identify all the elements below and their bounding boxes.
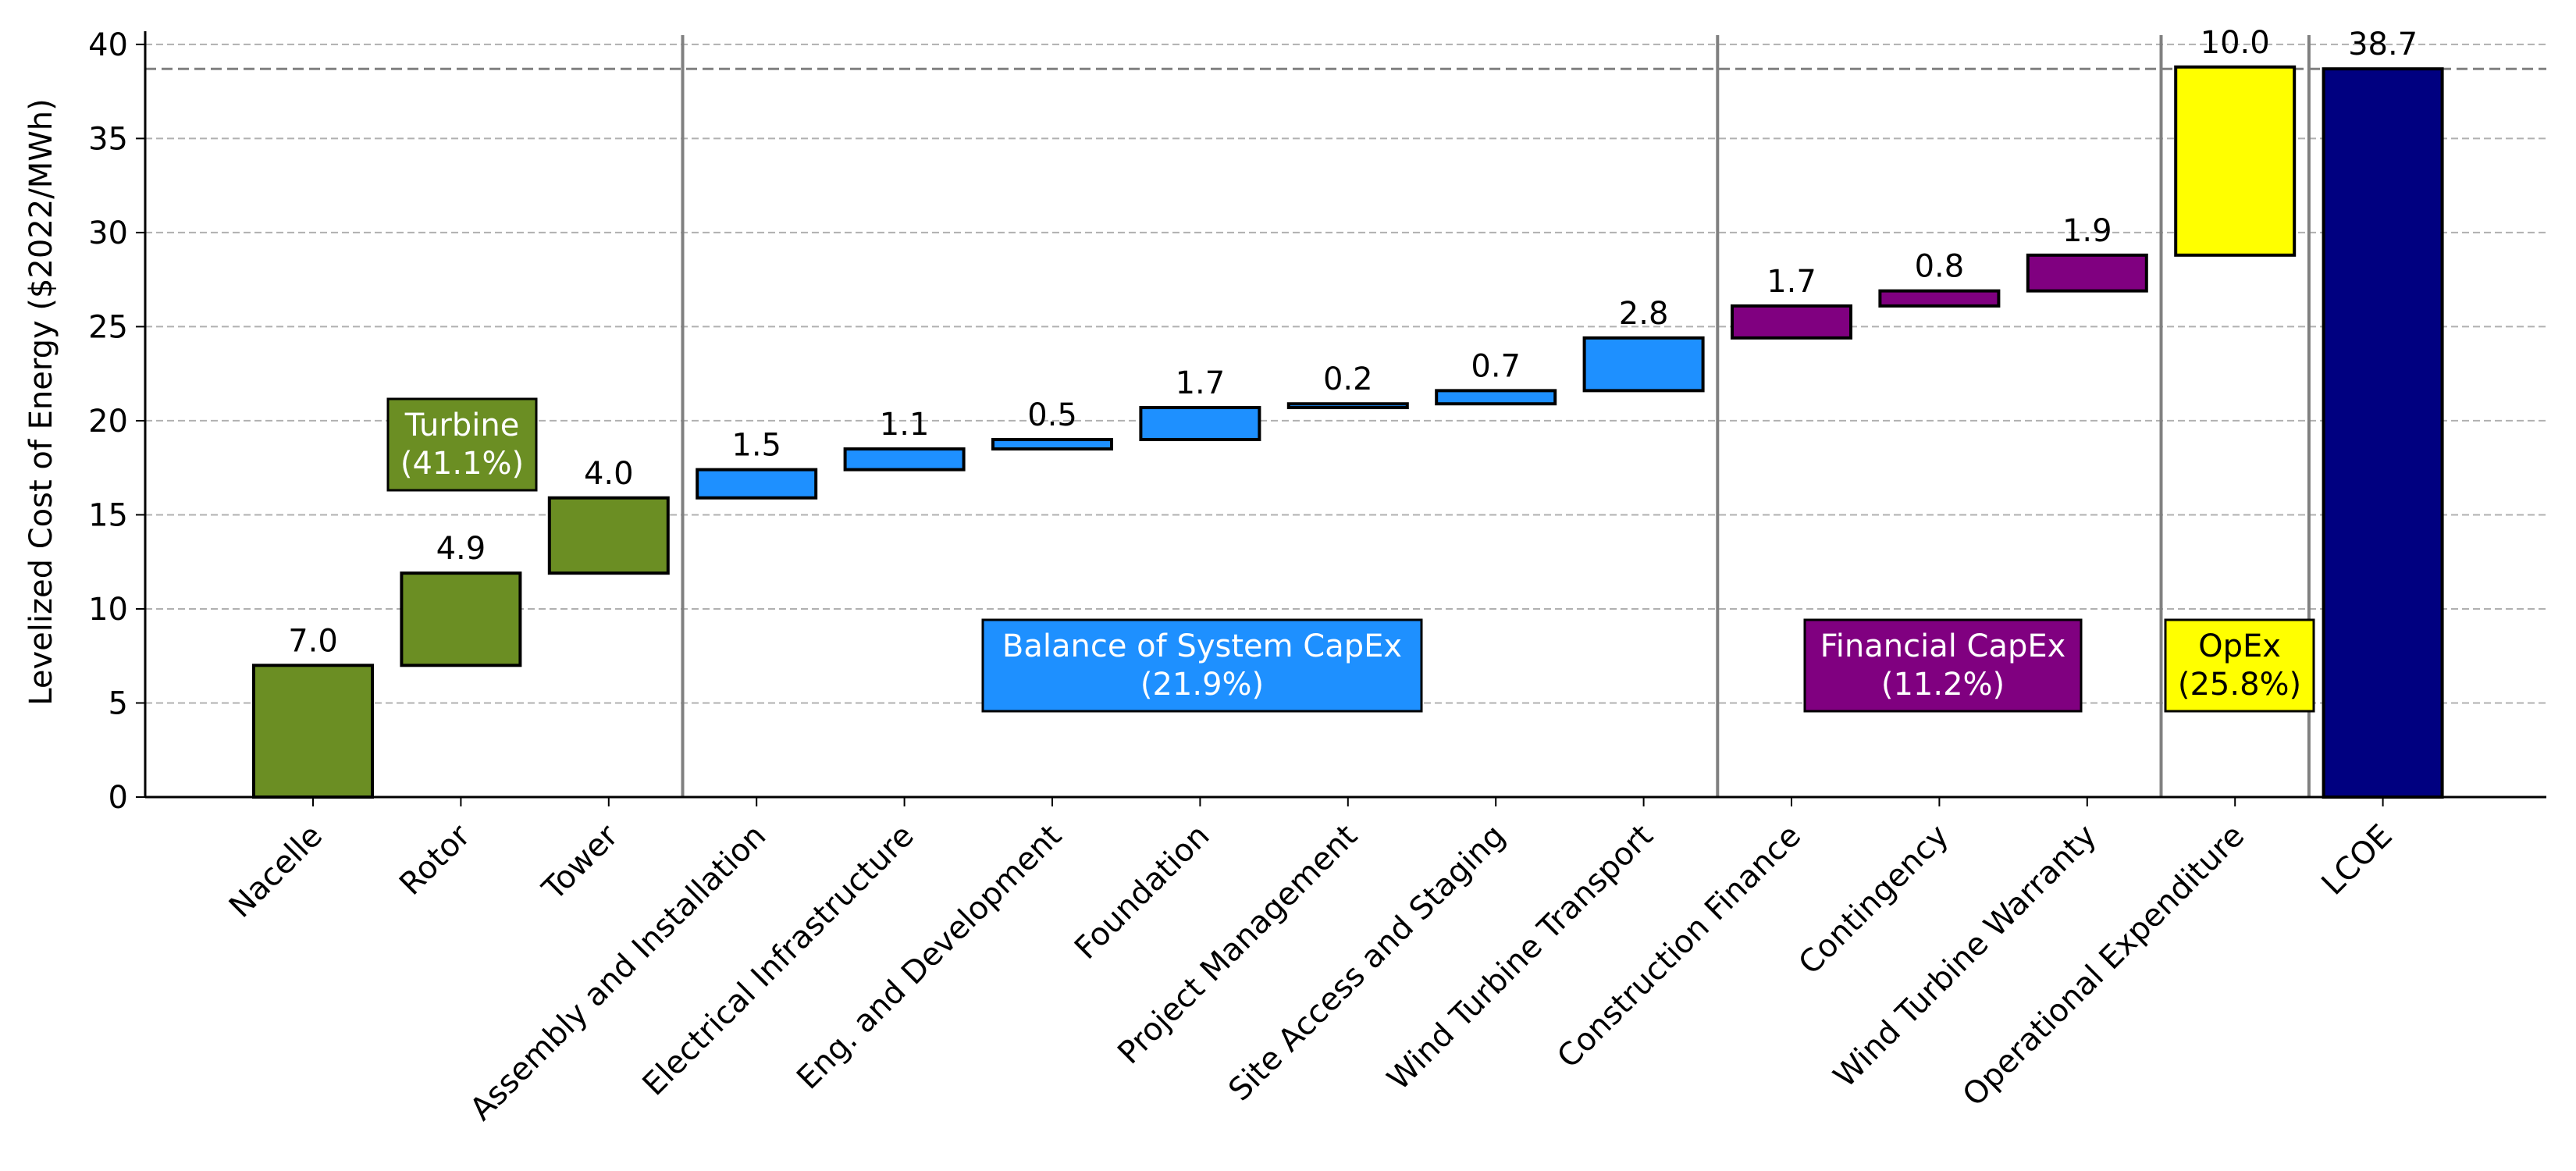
group-label-box [981, 618, 1423, 713]
bar [991, 438, 1113, 451]
x-tick-label: Wind Turbine Warranty [1827, 818, 2104, 1095]
x-tick-label: Rotor [393, 817, 478, 902]
x-tick-label: LCOE [2314, 818, 2399, 902]
data-label: 0.8 [1915, 249, 1965, 285]
data-labels: 7.0 4.9 4.0 1.5 1.1 0.5 1.7 0.2 0.7 2.8 1.7 0.8 1.9 1… [288, 25, 2418, 659]
group-label-box [1803, 618, 2083, 713]
x-tick-label: Project Management [1111, 818, 1364, 1072]
y-tick-label: 40 [88, 27, 128, 63]
group-label-box [386, 397, 538, 492]
group-label-box [2164, 618, 2315, 713]
x-tick-label: Nacelle [222, 818, 329, 925]
data-label: 0.5 [1027, 397, 1077, 433]
bar [1286, 402, 1409, 410]
group-label-name: Balance of System CapEx [1002, 628, 1402, 664]
group-label-share: (25.8%) [2178, 667, 2301, 703]
y-tick-label: 35 [88, 121, 128, 157]
group-label-name: Turbine [404, 408, 520, 443]
data-label: 4.0 [584, 456, 634, 492]
data-label: 2.8 [1619, 296, 1669, 332]
y-tick-label: 10 [88, 592, 128, 628]
bar [547, 496, 670, 575]
x-tick-label: Construction Finance [1550, 818, 1808, 1076]
group-label-name: Financial CapEx [1820, 628, 2066, 664]
data-label: 1.7 [1767, 264, 1816, 300]
x-tick-label: Contingency [1792, 818, 1956, 982]
group-label-share: (21.9%) [1140, 667, 1264, 703]
x-tick-label: Wind Turbine Transport [1381, 818, 1660, 1098]
group-label-share: (11.2%) [1881, 667, 2005, 703]
gridlines [145, 43, 2546, 798]
bar [1139, 406, 1261, 442]
y-tick-label: 15 [88, 497, 128, 533]
data-label: 4.9 [436, 531, 486, 567]
data-label: 1.5 [731, 428, 781, 464]
bar [1435, 389, 1557, 406]
bar [252, 664, 374, 799]
group-label-name: OpEx [2198, 628, 2281, 664]
y-axis-label: Levelized Cost of Energy ($2022/MWh) [23, 98, 59, 705]
x-tick-label: Tower [535, 817, 626, 908]
bar [1878, 289, 2001, 308]
bar [1582, 336, 1705, 393]
data-label: 1.7 [1176, 365, 1226, 401]
group-label-share: (41.1%) [400, 446, 524, 482]
data-label: 10.0 [2201, 25, 2270, 61]
x-tick-label: Electrical Infrastructure [636, 818, 921, 1103]
bar [2174, 65, 2297, 257]
data-label: 38.7 [2348, 27, 2418, 62]
y-tick-label: 5 [109, 685, 128, 721]
bar [843, 447, 966, 472]
bar [2322, 67, 2444, 799]
data-label: 0.7 [1471, 348, 1521, 384]
y-tick-label: 0 [109, 780, 128, 816]
x-tick-label: Operational Expenditure [1956, 818, 2252, 1114]
y-tick-label: 25 [88, 309, 128, 345]
bar [400, 571, 522, 667]
bar [696, 468, 818, 500]
x-tick-label: Assembly and Installation [464, 818, 774, 1128]
data-label: 7.0 [288, 623, 338, 659]
y-tick-label: 20 [88, 404, 128, 440]
x-tick-label: Site Access and Staging [1222, 818, 1512, 1109]
y-axis: 0 5 10 15 20 25 30 35 40 [88, 27, 147, 816]
bar [2026, 253, 2148, 293]
data-label: 1.1 [880, 407, 930, 443]
x-tick-label: Foundation [1068, 818, 1216, 966]
data-label: 0.2 [1323, 361, 1373, 397]
x-tick-label: Eng. and Development [790, 818, 1069, 1097]
bars [252, 65, 2444, 799]
bar [1731, 304, 1852, 340]
data-label: 1.9 [2062, 213, 2112, 249]
y-tick-label: 30 [88, 215, 128, 251]
group-labels: Turbine(41.1%) Balance of System CapEx(21… [386, 397, 2315, 713]
